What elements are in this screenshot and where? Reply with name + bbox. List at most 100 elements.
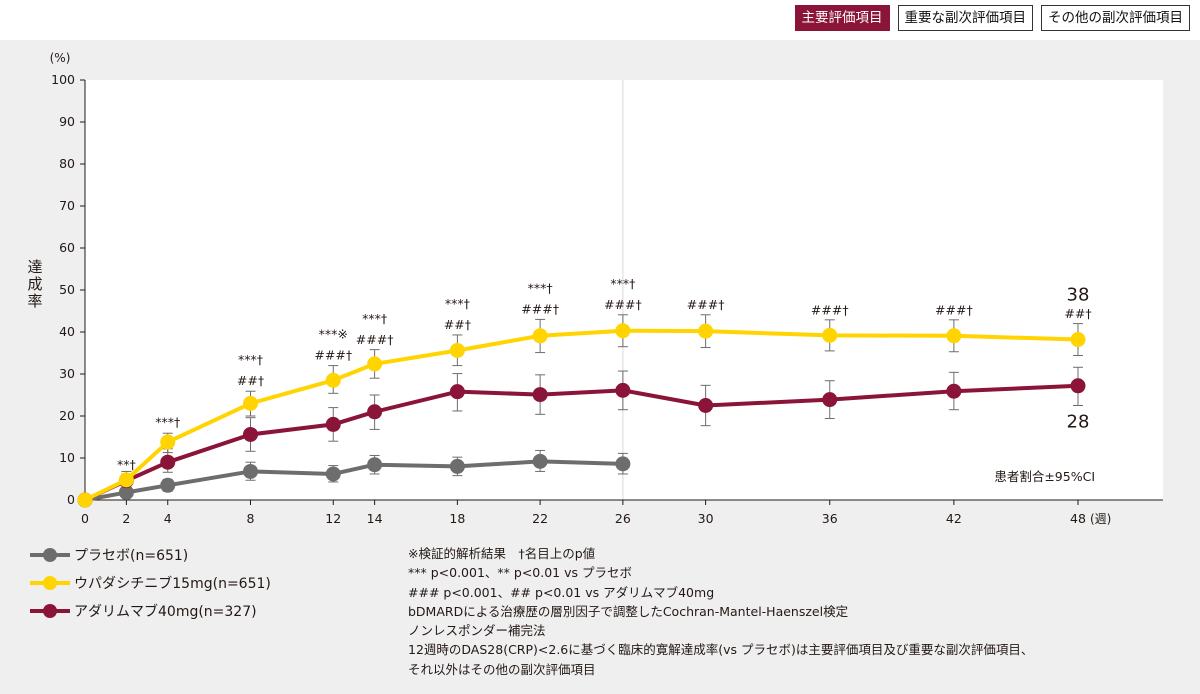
x-tick-label: 2: [122, 511, 130, 526]
y-tick-label: 30: [59, 366, 75, 381]
legend-item-upadacitinib: ウパダシチニブ15mg(n=651): [30, 571, 271, 595]
data-point-ada: [1070, 378, 1086, 394]
y-axis-title-char: 達: [27, 258, 42, 276]
x-tick-label: 8: [247, 511, 255, 526]
y-tick-label: 0: [67, 492, 75, 507]
footnote-line: それ以外はその他の副次評価項目: [408, 661, 596, 677]
x-tick-label: 4: [164, 511, 172, 526]
y-tick-label: 60: [59, 240, 75, 255]
significance-label: ###†: [604, 297, 642, 312]
significance-label: ###†: [935, 303, 973, 318]
significance-label: ###†: [314, 348, 352, 363]
data-point-placebo: [243, 463, 258, 479]
footnote-line: ノンレスポンダー補完法: [408, 623, 546, 639]
footnote-line: bDMARDによる治療歴の層別因子で調整したCochran-Mantel-Hae…: [408, 603, 849, 619]
endpoint-tabs: 主要評価項目 重要な副次評価項目 その他の副次評価項目: [794, 5, 1190, 31]
data-point-upa: [1070, 332, 1086, 348]
legend-swatch-adalimumab: [30, 602, 70, 620]
data-point-upa: [77, 492, 93, 508]
y-tick-label: 10: [59, 450, 75, 465]
significance-label: ###†: [811, 303, 849, 318]
significance-label: ***†: [528, 281, 553, 296]
y-unit-label: (%): [50, 51, 71, 65]
x-tick-label: 42: [946, 511, 962, 526]
legend-item-placebo: プラセボ(n=651): [30, 543, 271, 567]
tab-primary-endpoint[interactable]: 主要評価項目: [794, 5, 890, 31]
data-point-upa: [822, 327, 838, 343]
x-unit-label: (週): [1090, 512, 1111, 526]
data-point-ada: [367, 404, 383, 420]
x-tick-label: 26: [615, 511, 631, 526]
data-point-placebo: [118, 484, 134, 500]
x-tick-label: 36: [822, 511, 838, 526]
legend-label-adalimumab: アダリムマブ40mg(n=327): [74, 604, 257, 620]
data-point-upa: [118, 472, 134, 488]
data-point-upa: [449, 342, 465, 358]
data-point-upa: [946, 328, 962, 344]
ci-annotation: 患者割合±95%CI: [994, 469, 1095, 484]
data-point-upa: [325, 372, 341, 388]
data-point-ada: [449, 384, 465, 400]
y-tick-label: 80: [59, 156, 75, 171]
legend-swatch-upadacitinib: [30, 574, 70, 592]
significance-label: ***†: [610, 276, 635, 291]
footnotes: ※検証的解析結果 †名目上のp値 *** p<0.001、** p<0.01 v…: [408, 544, 1033, 679]
significance-label: ###†: [521, 302, 559, 317]
x-tick-label: 30: [698, 511, 714, 526]
end-value-label: 28: [1067, 411, 1090, 432]
significance-label: ***†: [362, 311, 387, 326]
x-tick-label: 48: [1070, 511, 1086, 526]
data-point-ada: [946, 383, 962, 399]
chart-panel: 0 10 20 30 40 50 60 70 80 90 100 (%) 達成率 0 2 4 8 12 14 18 22…: [0, 40, 1200, 694]
data-point-upa: [532, 328, 548, 344]
significance-label: ###†: [356, 332, 394, 347]
chart-legend: プラセボ(n=651) ウパダシチニブ15mg(n=651) アダリムマブ40m…: [30, 543, 271, 627]
y-tick-label: 50: [59, 282, 75, 297]
legend-label-upadacitinib: ウパダシチニブ15mg(n=651): [74, 576, 271, 592]
end-value-label: 38: [1067, 284, 1090, 305]
y-axis-title-char: 率: [27, 292, 42, 310]
significance-label: ***※: [319, 327, 348, 342]
data-point-placebo: [532, 453, 548, 469]
x-tick-label: 14: [367, 511, 383, 526]
footnote-line: *** p<0.001、** p<0.01 vs プラセボ: [408, 565, 632, 581]
x-tick-label: 22: [532, 511, 548, 526]
significance-label: ***†: [238, 352, 263, 367]
data-point-ada: [243, 426, 258, 442]
data-point-placebo: [615, 456, 631, 472]
data-point-placebo: [160, 477, 176, 493]
data-point-ada: [615, 382, 631, 398]
y-tick-label: 40: [59, 324, 75, 339]
significance-label: ##†: [1064, 306, 1091, 321]
y-tick-label: 100: [51, 72, 75, 87]
significance-label: ##†: [237, 373, 264, 388]
legend-item-adalimumab: アダリムマブ40mg(n=327): [30, 599, 271, 623]
tab-other-secondary-endpoint[interactable]: その他の副次評価項目: [1041, 5, 1190, 31]
data-point-ada: [822, 392, 838, 408]
data-point-ada: [532, 387, 548, 403]
significance-label: ***†: [155, 415, 180, 430]
footnote-line: ### p<0.001、## p<0.01 vs アダリムマブ40mg: [408, 584, 715, 600]
significance-label: ***†: [445, 296, 470, 311]
data-point-ada: [698, 398, 714, 413]
significance-label: ###†: [687, 297, 725, 312]
data-point-upa: [615, 323, 631, 339]
y-tick-label: 70: [59, 198, 75, 213]
data-point-ada: [325, 416, 341, 432]
y-axis-title-char: 成: [27, 275, 42, 293]
tab-key-secondary-endpoint[interactable]: 重要な副次評価項目: [897, 5, 1033, 31]
data-point-upa: [698, 323, 714, 339]
data-point-upa: [160, 434, 176, 450]
x-tick-label: 12: [325, 511, 341, 526]
footnote-line: ※検証的解析結果 †名目上のp値: [408, 546, 596, 561]
y-tick-label: 20: [59, 408, 75, 423]
data-point-ada: [160, 454, 176, 470]
y-tick-label: 90: [59, 114, 75, 129]
legend-label-placebo: プラセボ(n=651): [74, 548, 189, 564]
data-point-placebo: [449, 458, 465, 474]
data-point-upa: [243, 395, 258, 411]
significance-label: ##†: [444, 317, 471, 332]
x-tick-label: 18: [449, 511, 465, 526]
footnote-line: 12週時のDAS28(CRP)<2.6に基づく臨床的寛解達成率(vs プラセボ)…: [408, 642, 1034, 658]
